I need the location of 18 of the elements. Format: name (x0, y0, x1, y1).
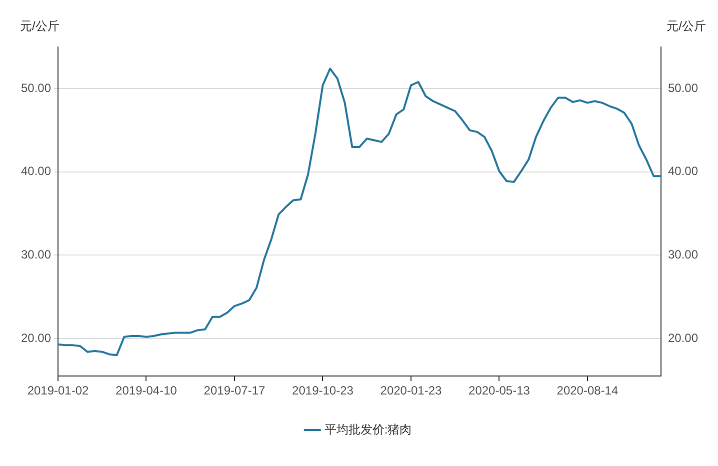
x-tick-label: 2019-01-02 (27, 384, 90, 398)
legend-label: 平均批发价:猪肉 (324, 422, 412, 436)
y-tick-label: 20.00 (20, 330, 52, 345)
y2-axis-title: 元/公斤 (666, 19, 706, 33)
y-axis-title: 元/公斤 (20, 19, 60, 33)
y-tick-label: 40.00 (20, 164, 52, 178)
x-tick-label: 2020-05-13 (468, 384, 530, 398)
x-tick-label: 2020-08-14 (556, 384, 618, 398)
y-tick-label: 50.00 (20, 80, 52, 95)
x-tick-label: 2020-01-23 (380, 384, 442, 398)
y2-tick-label: 50.00 (668, 80, 698, 95)
x-tick-label: 2019-07-17 (204, 384, 266, 398)
x-tick-label: 2019-04-10 (116, 384, 178, 398)
y2-tick-label: 30.00 (668, 248, 698, 262)
y2-tick-label: 20.00 (668, 330, 698, 345)
y2-tick-label: 40.00 (668, 164, 698, 178)
x-tick-label: 2019-10-23 (292, 384, 354, 398)
y-tick-label: 30.00 (20, 248, 52, 262)
